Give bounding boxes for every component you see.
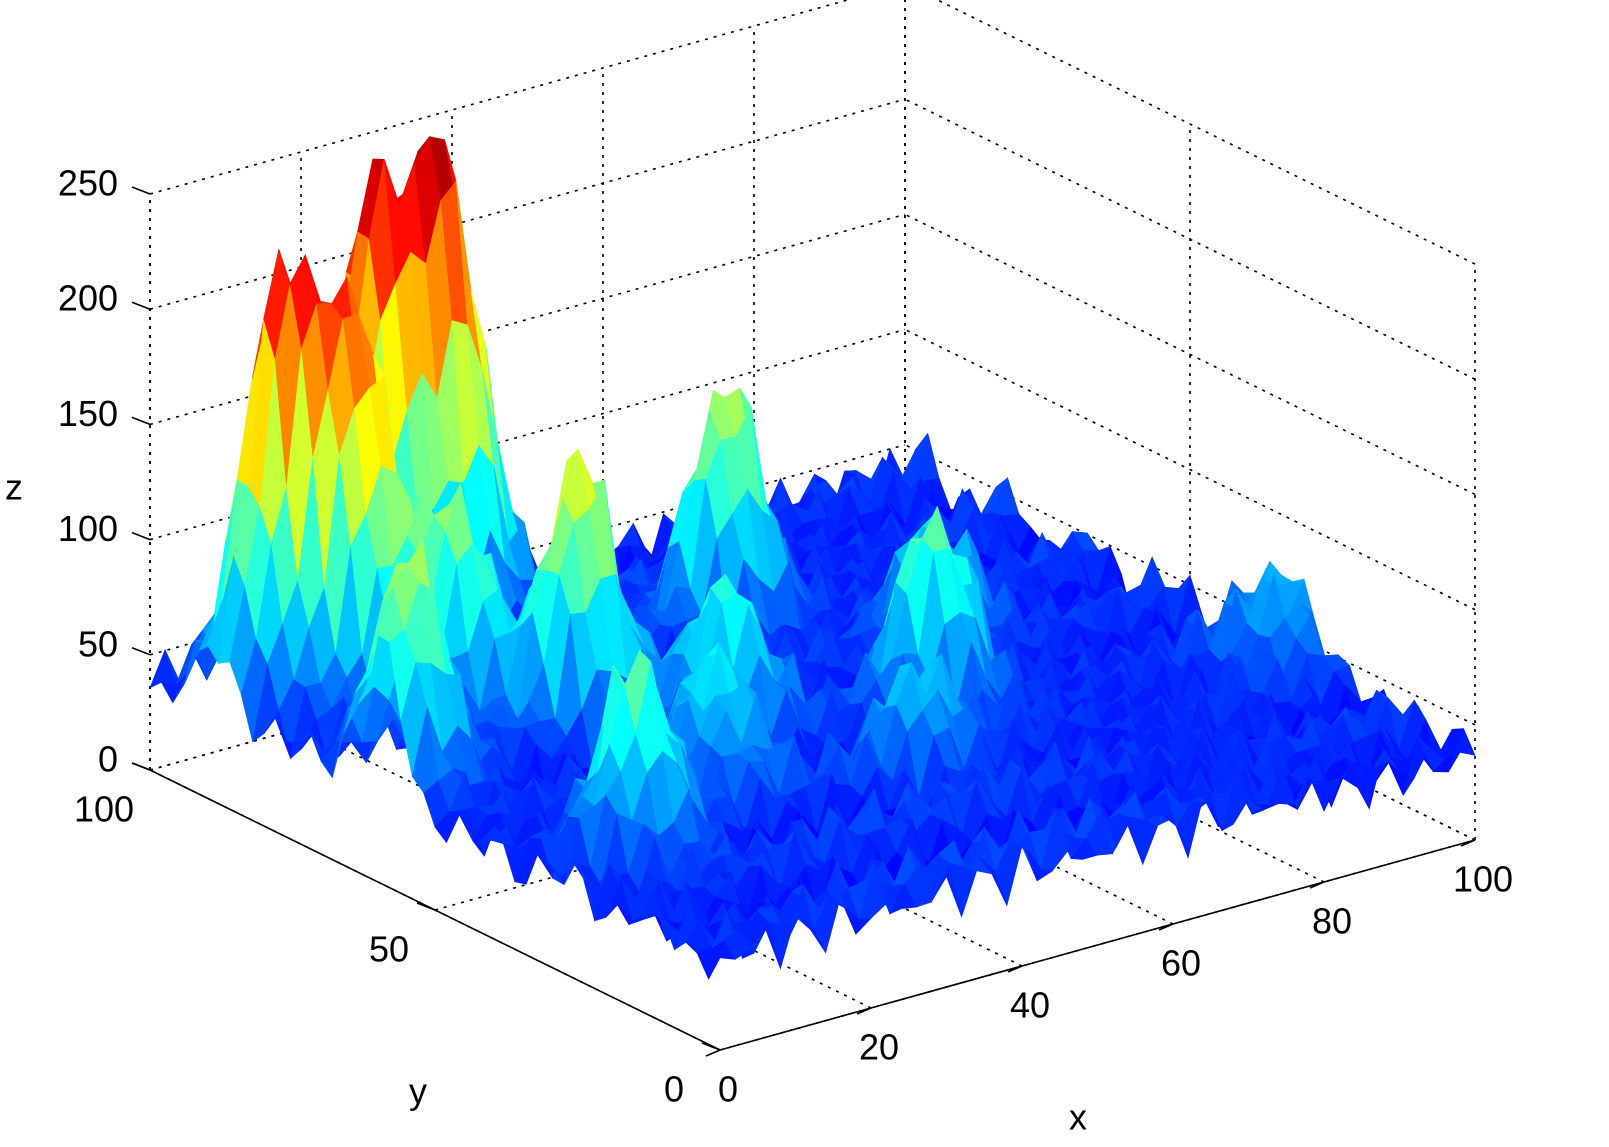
grid-line-right-z xyxy=(935,0,1476,265)
grid-line-right-z xyxy=(904,98,1476,380)
z-tick-label: 200 xyxy=(58,278,118,319)
x-tick-label: 60 xyxy=(1161,943,1201,984)
surface-mesh xyxy=(149,135,1476,980)
y-tick-label: 100 xyxy=(74,789,134,830)
surface-facet xyxy=(1448,727,1476,772)
x-tick-label: 40 xyxy=(1010,985,1050,1026)
x-tick xyxy=(1007,965,1023,973)
x-tick-label: 80 xyxy=(1312,901,1352,942)
z-tick xyxy=(131,301,151,310)
x-tick-label: 0 xyxy=(718,1069,738,1110)
z-tick-label: 0 xyxy=(98,739,118,780)
x-tick xyxy=(1460,839,1476,847)
z-tick-label: 50 xyxy=(78,623,118,664)
z-tick-label: 150 xyxy=(58,393,118,434)
grid-line-right-z xyxy=(904,328,1476,611)
grid-line-back-z xyxy=(149,0,851,195)
y-tick xyxy=(701,1042,721,1051)
y-tick-label: 0 xyxy=(664,1069,684,1110)
x-tick xyxy=(856,1007,872,1015)
z-tick-label: 100 xyxy=(58,508,118,549)
y-tick-label: 50 xyxy=(369,929,409,970)
x-axis-line xyxy=(719,839,1476,1051)
axes xyxy=(131,186,1476,1057)
z-tick xyxy=(131,531,151,541)
x-tick xyxy=(705,1049,721,1057)
z-tick-label: 250 xyxy=(58,163,118,204)
z-tick xyxy=(131,416,151,426)
x-axis-label: x xyxy=(1069,1097,1087,1138)
y-tick xyxy=(416,902,436,911)
y-axis-label: y xyxy=(409,1071,427,1112)
tick-labels: 0 20 40 60 80 100 0 50 100 0 50 100 150 200 250 xyxy=(58,163,1513,1110)
x-tick xyxy=(1158,923,1174,931)
x-tick xyxy=(1309,881,1325,889)
z-tick xyxy=(131,186,151,195)
x-tick-label: 100 xyxy=(1453,859,1513,900)
grid-line-right-z xyxy=(904,213,1476,496)
z-tick xyxy=(131,647,151,656)
x-tick-label: 20 xyxy=(859,1027,899,1068)
grid-line-back-z xyxy=(149,98,906,310)
z-tick xyxy=(131,762,151,771)
z-axis-label: z xyxy=(5,467,23,508)
